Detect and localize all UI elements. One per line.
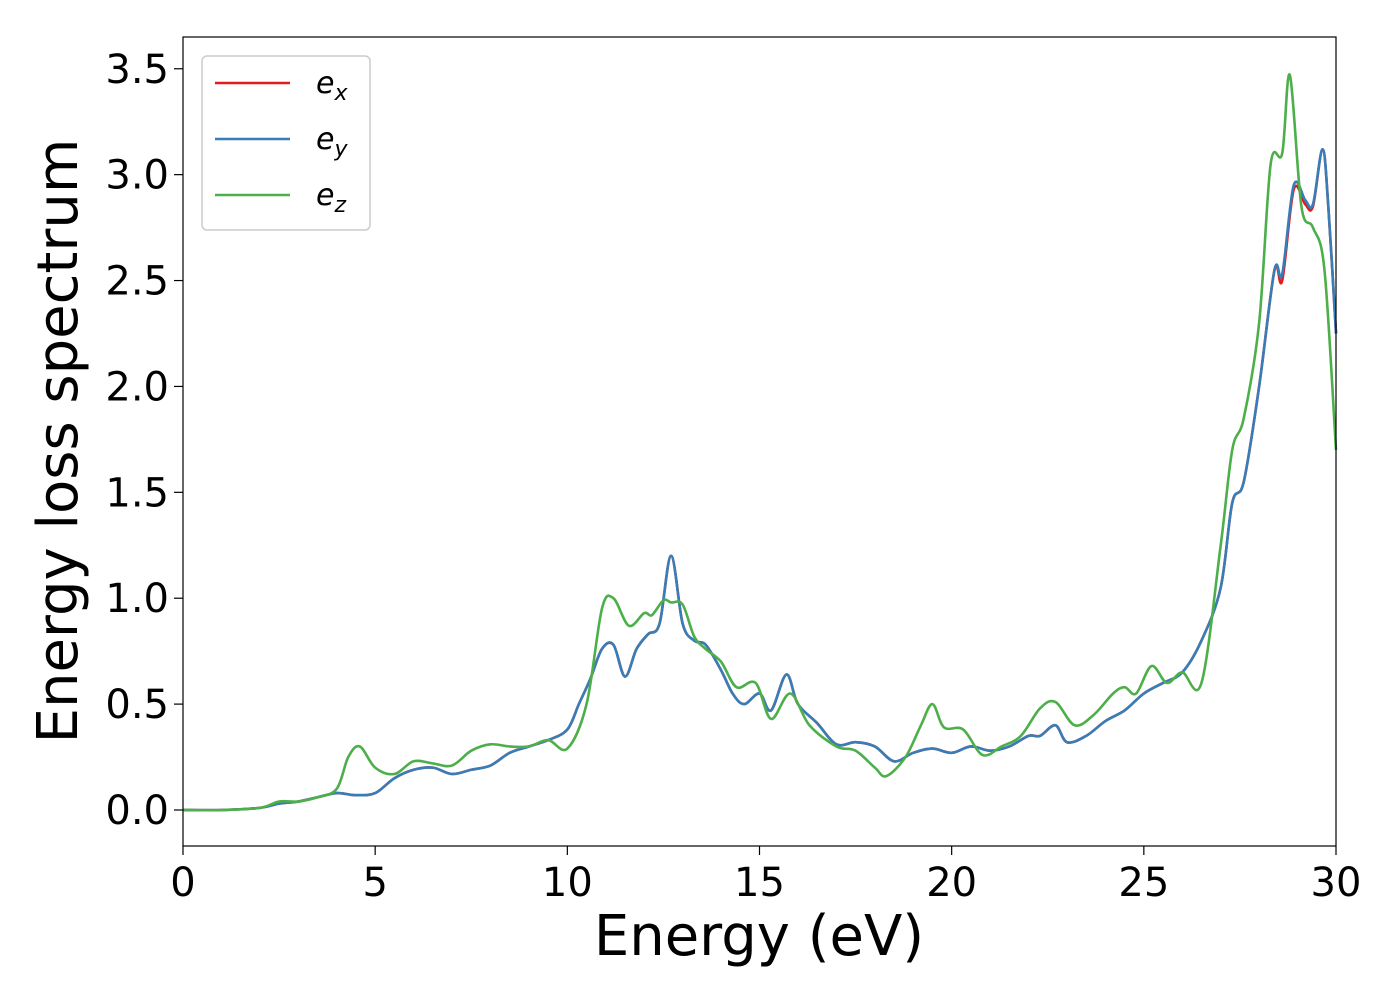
y-tick-label: 2.0 [105, 364, 169, 410]
series-layer [182, 73, 1338, 812]
legend-label: ey [316, 122, 348, 162]
x-tick-label: 25 [1118, 860, 1169, 906]
legend-box [201, 55, 371, 231]
x-tick-label: 0 [170, 860, 195, 906]
y-tick-label: 0.5 [105, 682, 169, 728]
legend: ex ey ez [201, 55, 371, 231]
legend-label: ez [316, 178, 346, 218]
y-tick-label: 1.5 [105, 470, 169, 516]
x-tick-label: 15 [734, 860, 785, 906]
y-axis: 0.0 0.5 1.0 1.5 2.0 2.5 3.0 3.5 [105, 47, 183, 834]
y-axis-label: Energy loss spectrum [26, 139, 91, 744]
y-tick-label: 0.0 [105, 788, 169, 834]
legend-item-y: ey [215, 122, 348, 162]
y-tick-label: 1.0 [105, 576, 169, 622]
series-line-z [182, 73, 1338, 812]
legend-item-x: ex [215, 66, 348, 106]
legend-label: ex [316, 66, 348, 106]
x-tick-label: 20 [926, 860, 977, 906]
x-tick-label: 30 [1311, 860, 1362, 906]
x-axis: 0 5 10 15 20 25 30 [170, 846, 1361, 906]
y-tick-label: 2.5 [105, 259, 169, 305]
legend-item-z: ez [215, 178, 346, 218]
plot-area [183, 37, 1336, 846]
x-tick-label: 10 [542, 860, 593, 906]
y-tick-label: 3.5 [105, 47, 169, 93]
series-line-y [182, 147, 1338, 812]
x-axis-label: Energy (eV) [594, 904, 924, 969]
x-tick-label: 5 [362, 860, 387, 906]
y-tick-label: 3.0 [105, 153, 169, 199]
